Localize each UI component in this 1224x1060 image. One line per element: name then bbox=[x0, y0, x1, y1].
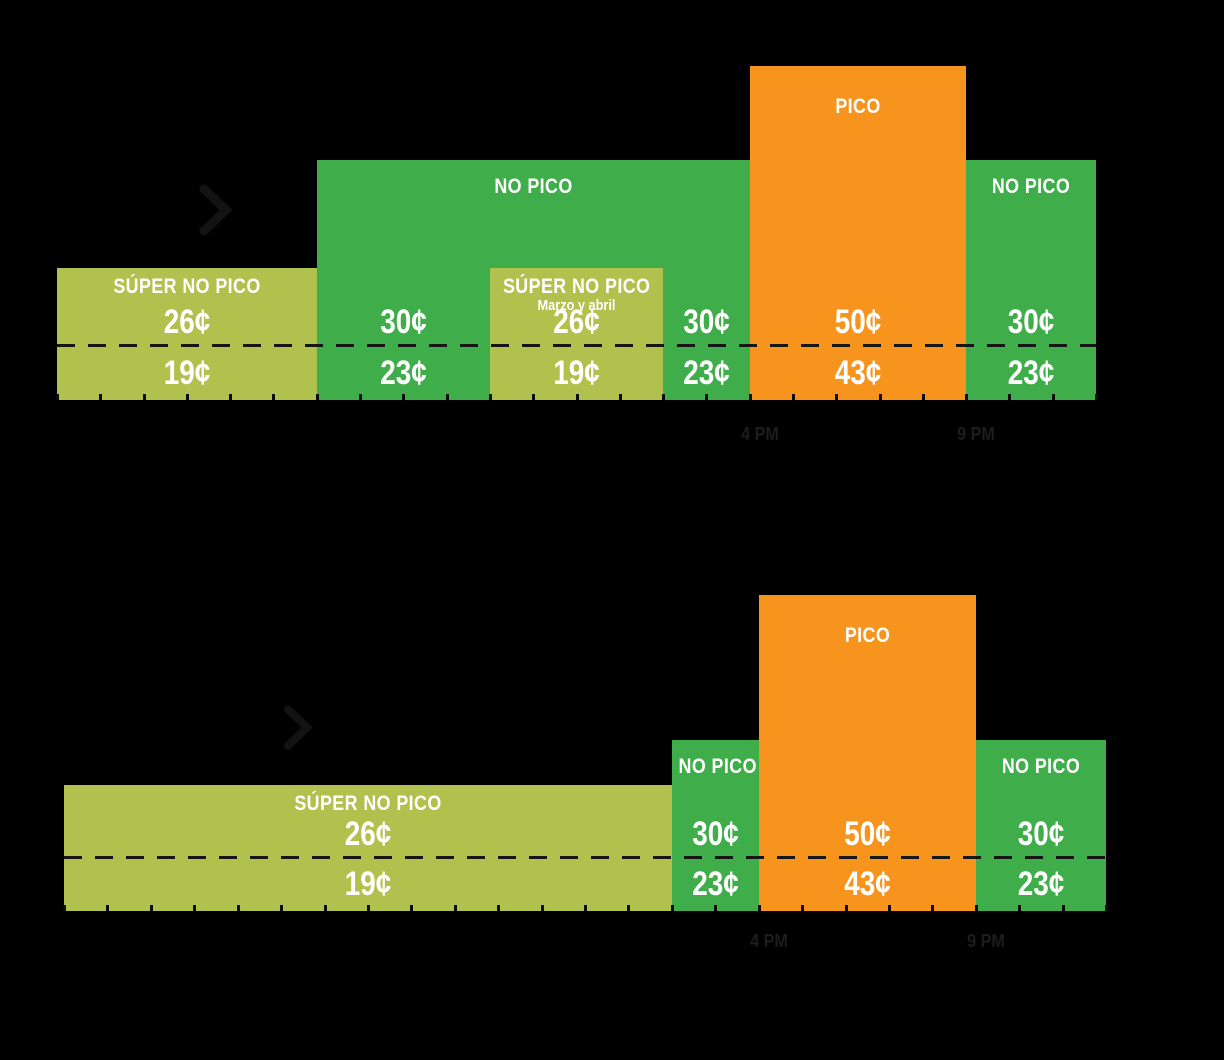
rate-bar-super_offpeak bbox=[57, 268, 317, 400]
price-upper: 30¢ bbox=[683, 303, 730, 341]
price-lower: 19¢ bbox=[163, 354, 211, 392]
hour-tick bbox=[541, 905, 544, 911]
hour-tick bbox=[627, 905, 630, 911]
axis-label: 4 PM bbox=[741, 424, 779, 444]
price-upper: 30¢ bbox=[692, 815, 739, 853]
hour-tick bbox=[280, 905, 283, 911]
rate-bar-offpeak bbox=[976, 740, 1106, 911]
price-lower: 43¢ bbox=[844, 865, 891, 903]
hour-tick bbox=[489, 394, 492, 400]
bar-label: NO PICO bbox=[678, 755, 757, 778]
hour-tick bbox=[619, 394, 622, 400]
hour-tick bbox=[186, 394, 189, 400]
hour-tick bbox=[931, 905, 934, 911]
rate-bar-super_offpeak bbox=[490, 268, 663, 400]
axis-label: 4 PM bbox=[750, 931, 788, 951]
hour-tick bbox=[1095, 394, 1098, 400]
price-lower: 19¢ bbox=[553, 354, 600, 392]
bar-sublabel: Marzo y abril bbox=[537, 297, 616, 314]
hour-tick bbox=[56, 394, 59, 400]
hour-tick bbox=[497, 905, 500, 911]
hour-tick bbox=[1062, 905, 1065, 911]
bar-label: NO PICO bbox=[494, 175, 573, 198]
hour-tick bbox=[835, 394, 838, 400]
hour-tick bbox=[410, 905, 413, 911]
price-upper: 26¢ bbox=[344, 815, 392, 853]
price-upper: 26¢ bbox=[163, 303, 211, 341]
price-lower: 23¢ bbox=[683, 354, 730, 392]
hour-tick bbox=[402, 394, 405, 400]
price-lower: 23¢ bbox=[1017, 865, 1065, 903]
price-upper: 30¢ bbox=[380, 303, 427, 341]
hour-tick bbox=[359, 394, 362, 400]
hour-tick bbox=[532, 394, 535, 400]
price-lower: 43¢ bbox=[834, 354, 882, 392]
bar-label: SÚPER NO PICO bbox=[113, 275, 261, 298]
hour-tick bbox=[143, 394, 146, 400]
hour-tick bbox=[965, 394, 968, 400]
hour-tick bbox=[1018, 905, 1021, 911]
price-upper: 30¢ bbox=[1017, 815, 1065, 853]
hour-tick bbox=[324, 905, 327, 911]
hour-tick bbox=[63, 905, 66, 911]
bar-label: NO PICO bbox=[1001, 755, 1081, 778]
hour-tick bbox=[193, 905, 196, 911]
hour-tick bbox=[975, 905, 978, 911]
bar-label: SÚPER NO PICO bbox=[294, 792, 442, 815]
hour-tick bbox=[237, 905, 240, 911]
dashed-divider bbox=[57, 344, 1096, 347]
rate-bar-super_offpeak bbox=[64, 785, 672, 911]
hour-tick bbox=[888, 905, 891, 911]
rate-bar-offpeak bbox=[966, 160, 1096, 400]
price-lower: 23¢ bbox=[692, 865, 739, 903]
price-lower: 23¢ bbox=[380, 354, 427, 392]
price-upper: 26¢ bbox=[553, 303, 600, 341]
axis-label: 9 PM bbox=[957, 424, 995, 444]
bar-label: NO PICO bbox=[991, 175, 1071, 198]
hour-tick bbox=[705, 394, 708, 400]
hour-tick bbox=[106, 905, 109, 911]
hour-tick bbox=[749, 394, 752, 400]
bar-label: SÚPER NO PICO bbox=[502, 275, 651, 298]
price-upper: 50¢ bbox=[844, 815, 891, 853]
hour-tick bbox=[792, 394, 795, 400]
hour-tick bbox=[446, 394, 449, 400]
hour-tick bbox=[576, 394, 579, 400]
hour-tick bbox=[845, 905, 848, 911]
price-upper: 50¢ bbox=[834, 303, 882, 341]
hour-tick bbox=[801, 905, 804, 911]
price-upper: 30¢ bbox=[1007, 303, 1055, 341]
bar-label: PICO bbox=[844, 624, 891, 647]
hour-tick bbox=[671, 905, 674, 911]
hour-tick bbox=[454, 905, 457, 911]
hour-tick bbox=[272, 394, 275, 400]
hour-tick bbox=[758, 905, 761, 911]
axis-label: 9 PM bbox=[967, 931, 1005, 951]
hour-tick bbox=[150, 905, 153, 911]
dashed-divider bbox=[64, 856, 1106, 859]
hour-tick bbox=[922, 394, 925, 400]
hour-tick bbox=[1105, 905, 1108, 911]
hour-tick bbox=[1052, 394, 1055, 400]
chevron-right-icon bbox=[284, 705, 313, 750]
bar-label: PICO bbox=[835, 95, 881, 118]
price-lower: 23¢ bbox=[1007, 354, 1055, 392]
hour-tick bbox=[714, 905, 717, 911]
hour-tick bbox=[584, 905, 587, 911]
hour-tick bbox=[1008, 394, 1011, 400]
hour-tick bbox=[316, 394, 319, 400]
hour-tick bbox=[367, 905, 370, 911]
chevron-right-icon bbox=[199, 184, 233, 236]
hour-tick bbox=[662, 394, 665, 400]
hour-tick bbox=[99, 394, 102, 400]
hour-tick bbox=[229, 394, 232, 400]
rate-bar-offpeak bbox=[672, 740, 759, 911]
hour-tick bbox=[879, 394, 882, 400]
price-lower: 19¢ bbox=[344, 865, 392, 903]
